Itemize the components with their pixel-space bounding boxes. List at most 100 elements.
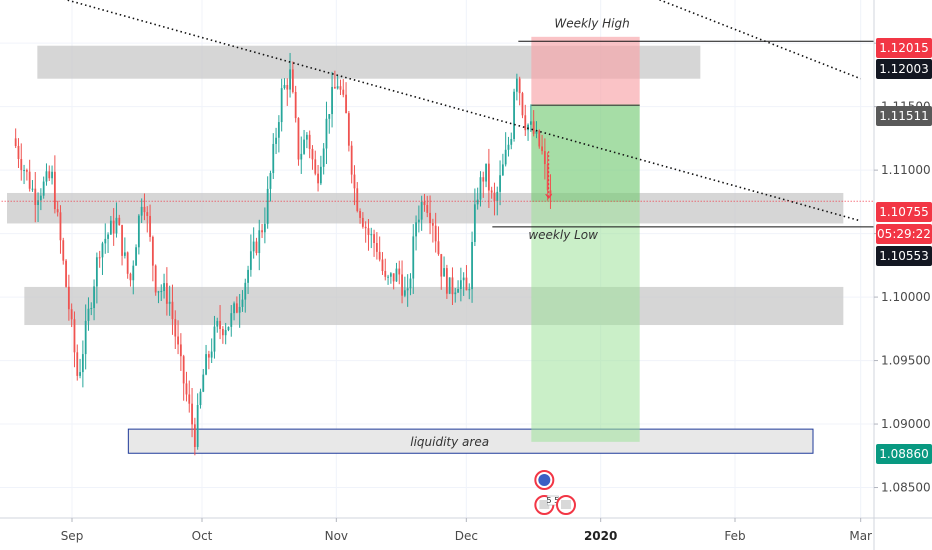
candle-body-94	[277, 122, 280, 138]
reward-zone	[531, 105, 640, 442]
price-tag-5	[876, 246, 932, 266]
candle-body-90	[266, 188, 269, 224]
candle-body-70	[210, 351, 213, 358]
candle-body-182	[524, 115, 527, 131]
candle-body-122	[356, 188, 359, 211]
candle-body-142	[412, 236, 415, 279]
candle-body-151	[437, 241, 440, 255]
economic-events[interactable]: 5 5	[534, 470, 576, 515]
trendline-0	[64, 0, 861, 222]
candle-body-23	[79, 372, 81, 376]
candle-body-31	[101, 243, 104, 258]
candle-body-152	[440, 254, 443, 277]
candle-body-54	[165, 283, 168, 304]
candle-body-178	[513, 91, 515, 139]
candle-body-2	[20, 159, 23, 171]
level-label-1: weekly Low	[528, 228, 598, 242]
candle-body-117	[342, 89, 345, 95]
price-tag-label-1: 1.12003	[879, 62, 929, 76]
candle-body-123	[359, 210, 361, 218]
candle-body-15	[56, 209, 59, 213]
candle-body-135	[392, 273, 395, 282]
candle-body-175	[504, 149, 507, 165]
candle-body-88	[261, 230, 263, 233]
candle-body-72	[216, 320, 219, 327]
candle-body-22	[76, 352, 79, 376]
candle-body-188	[541, 146, 543, 152]
candle-body-144	[417, 219, 420, 223]
candle-body-139	[403, 290, 406, 296]
candle-body-179	[515, 78, 518, 92]
candle-body-92	[272, 143, 275, 174]
candle-body-71	[213, 326, 216, 352]
price-tag-3	[876, 202, 932, 222]
candle-body-60	[182, 356, 185, 384]
candle-body-154	[445, 268, 448, 294]
candle-body-114	[333, 86, 336, 89]
candle-body-47	[146, 212, 149, 216]
candle-body-115	[336, 86, 339, 89]
candle-body-160	[462, 277, 465, 281]
candle-body-150	[434, 225, 437, 242]
candle-body-103	[303, 139, 305, 154]
candle-body-75	[224, 330, 227, 336]
candle-body-155	[448, 277, 451, 294]
price-tick-label-3: 1.10000	[881, 290, 931, 304]
projection-arrow-head	[545, 193, 553, 199]
candle-body-4	[25, 169, 28, 172]
candle-body-53	[163, 283, 165, 292]
candle-body-156	[451, 277, 454, 295]
candle-body-190	[546, 164, 549, 191]
level-label-0: Weekly High	[554, 16, 629, 30]
candle-body-42	[132, 265, 135, 281]
candle-body-5	[28, 171, 31, 189]
candle-body-9	[39, 195, 42, 201]
candle-body-118	[345, 94, 347, 114]
candle-body-125	[364, 226, 367, 229]
candle-body-186	[535, 130, 538, 134]
candle-body-133	[387, 276, 389, 278]
candle-body-128	[373, 234, 375, 244]
zone-3	[127, 428, 814, 454]
candle-body-37	[118, 217, 121, 226]
price-tag-6	[876, 444, 932, 464]
candle-body-1	[17, 145, 20, 160]
candle-body-121	[353, 174, 356, 189]
candle-body-27	[90, 308, 93, 310]
candle-body-20	[70, 309, 73, 320]
price-tag-label-5: 1.10553	[879, 249, 929, 263]
candle-body-30	[98, 257, 101, 259]
candle-body-39	[123, 252, 126, 256]
price-tick-label-5: 1.11000	[881, 163, 931, 177]
candle-body-132	[384, 270, 387, 277]
zone-2	[24, 286, 844, 326]
candle-body-78	[233, 303, 235, 314]
candle-body-74	[221, 328, 224, 336]
candle-body-149	[431, 223, 434, 226]
candle-body-165	[476, 199, 479, 205]
time-tick-label-0: Sep	[61, 529, 84, 543]
short-position-tool[interactable]	[531, 36, 640, 442]
candle-body-38	[121, 225, 123, 256]
candle-body-32	[104, 238, 107, 244]
candle-body-10	[42, 181, 45, 196]
candle-body-66	[199, 391, 202, 406]
candle-body-67	[202, 374, 205, 392]
candle-body-134	[389, 273, 392, 277]
price-tag-4	[876, 224, 932, 244]
candle-body-50	[154, 265, 157, 293]
candle-body-141	[409, 278, 412, 289]
candle-body-69	[207, 354, 210, 358]
candle-body-172	[496, 191, 499, 201]
candle-body-104	[305, 134, 308, 140]
candle-body-98	[289, 69, 291, 90]
candle-body-87	[258, 230, 261, 254]
candle-body-99	[291, 69, 294, 92]
candle-body-73	[219, 320, 221, 329]
candle-body-126	[367, 228, 370, 235]
candle-body-13	[51, 171, 53, 179]
time-axis[interactable]: Sep Oct Nov Dec 2020 Feb Mar	[0, 517, 932, 543]
candle-body-89	[263, 223, 266, 233]
price-axis[interactable]: 1.085001.090001.095001.100001.105001.110…	[873, 0, 931, 550]
